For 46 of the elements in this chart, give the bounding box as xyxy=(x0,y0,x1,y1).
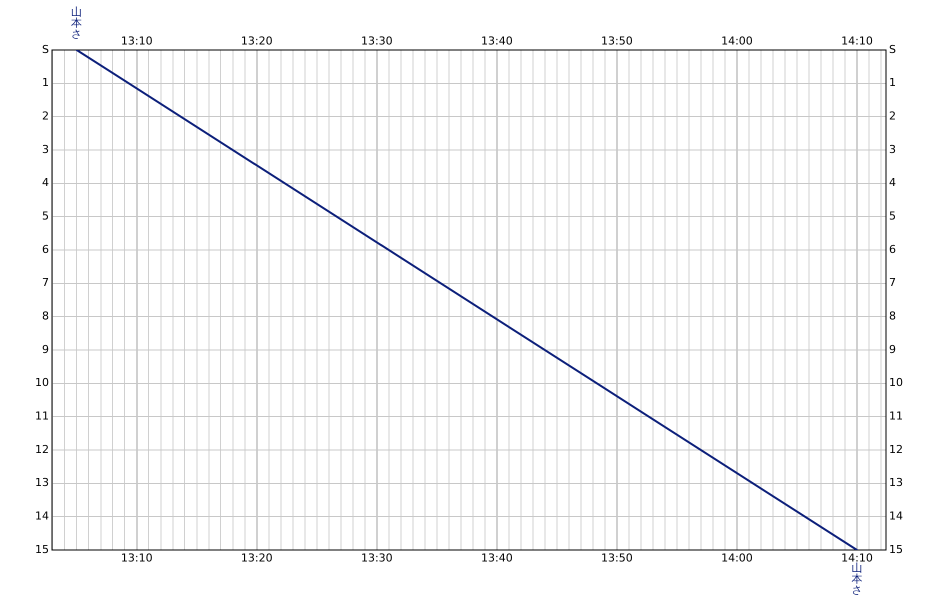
y2-tick-label: 15 xyxy=(889,542,903,556)
y-tick-label: 3 xyxy=(42,142,49,156)
y-tick-label: 8 xyxy=(42,310,49,323)
y-tick-label: 9 xyxy=(42,342,49,356)
y2-tick-label: 13 xyxy=(889,476,903,490)
y2-tick-label: 10 xyxy=(889,376,903,390)
y-tick-label: 12 xyxy=(35,442,49,456)
y-tick-label: 10 xyxy=(35,376,49,390)
y-tick-label: 13 xyxy=(35,476,49,490)
x2-tick-label: 14:10 xyxy=(841,34,873,48)
series-label: 山本さ xyxy=(71,5,82,40)
x2-tick-label: 13:40 xyxy=(481,34,513,48)
y2-tick-label: 6 xyxy=(889,242,896,256)
y2-tick-label: S xyxy=(889,42,896,56)
y2-tick-label: 9 xyxy=(889,342,896,356)
x-tick-label: 13:10 xyxy=(120,551,153,564)
y2-tick-label: 7 xyxy=(889,276,896,290)
x-tick-label: 14:00 xyxy=(721,551,753,564)
y-tick-label: 2 xyxy=(42,110,49,123)
y-tick-label: 15 xyxy=(35,542,49,556)
x2-tick-label: 13:30 xyxy=(360,34,393,48)
y2-tick-label: 11 xyxy=(889,410,903,423)
y2-tick-label: 14 xyxy=(889,510,903,523)
x-tick-label: 13:30 xyxy=(360,551,393,564)
y-tick-label: 6 xyxy=(42,242,49,256)
y2-tick-label: 2 xyxy=(889,110,896,123)
x-tick-label: 13:50 xyxy=(601,551,633,564)
y-tick-label: 4 xyxy=(42,176,49,190)
x-tick-label: 13:40 xyxy=(481,551,513,564)
y-tick-label: 7 xyxy=(42,276,49,290)
y2-tick-label: 8 xyxy=(889,310,896,323)
y2-tick-label: 5 xyxy=(889,210,896,223)
y-tick-label: 5 xyxy=(42,210,49,223)
y2-tick-label: 3 xyxy=(889,142,896,156)
x-tick-label: 13:20 xyxy=(240,551,273,564)
y-tick-label: 14 xyxy=(35,510,49,523)
x2-tick-label: 13:10 xyxy=(120,34,153,48)
y-tick-label: 1 xyxy=(42,76,49,90)
y2-tick-label: 12 xyxy=(889,442,903,456)
y2-tick-label: 4 xyxy=(889,176,896,190)
x2-tick-label: 14:00 xyxy=(721,34,753,48)
y2-tick-label: 1 xyxy=(889,76,896,90)
x2-tick-label: 13:50 xyxy=(601,34,633,48)
y-tick-label: 11 xyxy=(35,410,49,423)
y-tick-label: S xyxy=(42,42,50,56)
x2-tick-label: 13:20 xyxy=(240,34,273,48)
